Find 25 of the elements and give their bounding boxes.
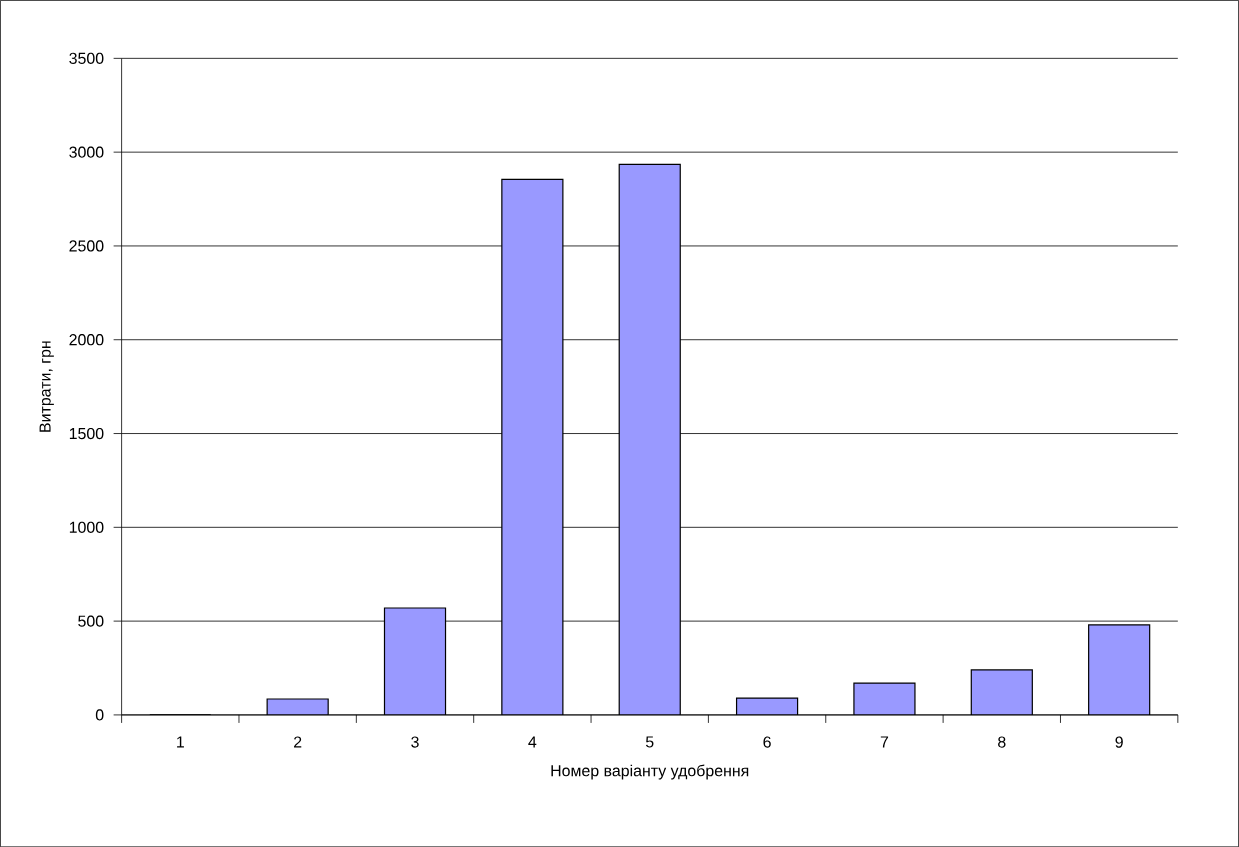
bar (618, 163, 681, 715)
bar (383, 607, 447, 715)
x-axis-title: Номер варіанту удобрення (551, 764, 749, 780)
bar (853, 682, 916, 715)
bar (1088, 624, 1151, 715)
bar (970, 669, 1033, 715)
y-axis-title: Витрати, грн (39, 341, 54, 432)
x-tick-label: 8 (998, 736, 1006, 748)
x-tick-label: 3 (411, 736, 419, 748)
y-tick-label: 1500 (69, 427, 104, 440)
y-tick-label: 3500 (69, 52, 104, 64)
bar (501, 178, 564, 715)
x-tick-label: 7 (880, 736, 889, 748)
y-tick-label: 3000 (69, 146, 104, 158)
x-tick-label: 2 (294, 736, 302, 748)
x-tick-label: 4 (528, 736, 537, 748)
y-tick-label: 1000 (69, 521, 104, 533)
y-tick-label: 0 (95, 709, 104, 721)
x-tick-label: 9 (1115, 736, 1123, 748)
y-tick-label: 2000 (69, 333, 104, 346)
x-tick-label: 5 (645, 736, 654, 748)
x-tick-label: 6 (763, 736, 771, 748)
x-tick-label: 1 (177, 736, 184, 748)
y-tick-label: 500 (78, 615, 104, 627)
y-tick-label: 2500 (69, 240, 104, 252)
